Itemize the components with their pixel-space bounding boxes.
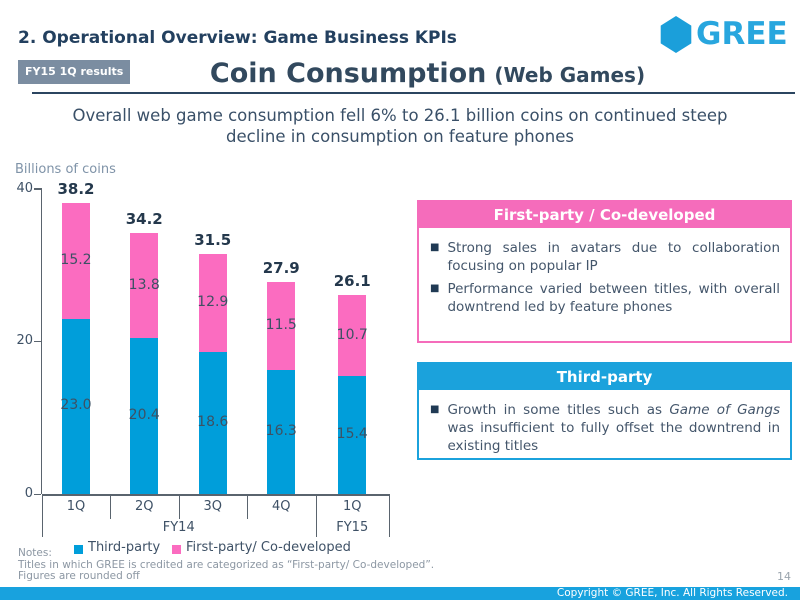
bar-segment-first-party [267,281,296,370]
callout-third-party-body: ■ Growth in some titles such as Game of G… [419,390,790,458]
bullet-text: Performance varied between titles, with … [447,281,780,315]
x-axis-line [42,494,389,496]
legend-label-third-party: Third-party [88,540,161,555]
section-title: 2. Operational Overview: Game Business K… [18,28,457,48]
y-axis-unit-label: Billions of coins [15,162,116,177]
group-separator [42,494,43,537]
category-separator [178,494,180,519]
bar-segment-first-party [130,233,159,339]
callout-first-party-body: ■ Strong sales in avatars due to collabor… [419,228,790,341]
y-axis-tick-label: 40 [16,180,33,196]
bar-segment-third-party [267,369,296,494]
x-axis-category-label: 3Q [203,499,222,514]
slide-title: Coin Consumption [209,58,487,89]
bar-segment-third-party [130,338,159,494]
callout-bullet: ■ Strong sales in avatars due to collabor… [430,239,780,275]
bar-segment-third-party [338,376,367,494]
title-divider [32,92,795,94]
bullet-square-icon: ■ [430,283,440,294]
fiscal-period-badge: FY15 1Q results [18,60,131,84]
callout-third-party-header: Third-party [419,364,790,390]
y-axis-tick [34,493,41,495]
bar-total-label: 31.5 [194,230,232,249]
bullet-square-icon: ■ [430,242,440,253]
group-separator [389,494,390,537]
footer-copyright-bar: Copyright © GREE, Inc. All Rights Reserv… [0,587,800,600]
category-separator [247,494,248,519]
bar-segment-third-party [198,352,227,494]
bullet-text: Growth in some titles such as Game of Ga… [447,402,780,454]
headline-line-1: Overall web game consumption fell 6% to … [72,106,728,125]
headline-line-2: decline in consumption on feature phones [226,127,574,146]
bar-total-label: 27.9 [262,258,300,277]
legend-label-first-party: First-party/ Co-developed [186,540,351,555]
category-separator [110,494,111,519]
notes: Notes: Titles in which GREE is credited … [18,547,435,583]
bar-total-label: 34.2 [125,210,163,229]
callout-bullet: ■ Growth in some titles such as Game of G… [430,401,780,455]
gree-logo: GREE [659,16,788,53]
bar-segment-label-third-party: 23.0 [60,397,92,414]
bar-segment-label-first-party: 13.8 [128,276,160,293]
x-axis-category-label: 1Q [66,499,86,514]
notes-line-2: Figures are rounded off [18,570,140,582]
legend-swatch-third-party [74,545,83,554]
x-axis-category-label: 1Q [342,499,362,514]
gree-hexagon-icon [660,16,692,53]
bar-segment-label-first-party: 12.9 [197,293,229,310]
coin-consumption-chart: Billions of coins 0 20 40 23.0 15.2 38.2 20.4 1… [0,160,412,560]
bar-segment-third-party [62,318,90,494]
bullet-square-icon: ■ [430,404,440,415]
headline: Overall web game consumption fell 6% to … [0,105,800,147]
bar-segment-label-third-party: 18.6 [197,414,229,431]
bar-segment-label-first-party: 11.5 [265,316,297,333]
gree-logo-text: GREE [696,16,788,52]
bar-segment-first-party [62,202,90,319]
x-axis-category-label: 2Q [134,499,154,514]
notes-label: Notes: [18,547,52,559]
legend-swatch-first-party [172,545,181,554]
group-separator [315,494,317,537]
bar-segment-label-third-party: 20.4 [128,407,160,424]
callout-third-party: Third-party ■ Growth in some titles such … [417,362,792,460]
y-axis-tick [34,188,41,190]
page-number: 14 [777,570,791,583]
slide-title-wrap: Coin Consumption (Web Games) [60,58,795,89]
bar-segment-label-third-party: 16.3 [265,422,297,439]
callout-bullet: ■ Performance varied between titles, with… [430,280,780,316]
x-axis-category-label: 4Q [271,499,291,514]
callout-first-party-header: First-party / Co-developed [419,202,790,228]
bar-segment-label-third-party: 15.4 [336,426,368,443]
fiscal-year-group-label: FY15 [336,520,369,535]
notes-line-1: Titles in which GREE is credited are cat… [18,558,435,571]
bullet-text: Strong sales in avatars due to collabora… [447,240,780,274]
bar-total-label: 26.1 [333,271,371,290]
bar-total-label: 38.2 [57,179,95,198]
bar-segment-label-first-party: 10.7 [336,326,368,343]
y-axis-tick-label: 20 [16,333,33,349]
y-axis-tick [34,340,41,343]
bar-segment-first-party [198,253,227,353]
y-axis-line [40,188,42,494]
y-axis-tick-label: 0 [24,486,33,501]
slide-title-suffix: (Web Games) [494,63,646,87]
bar-segment-label-first-party: 15.2 [60,251,92,268]
fiscal-year-group-label: FY14 [162,520,195,535]
callout-first-party: First-party / Co-developed ■ Strong sales… [417,200,792,343]
bar-segment-first-party [338,294,367,377]
